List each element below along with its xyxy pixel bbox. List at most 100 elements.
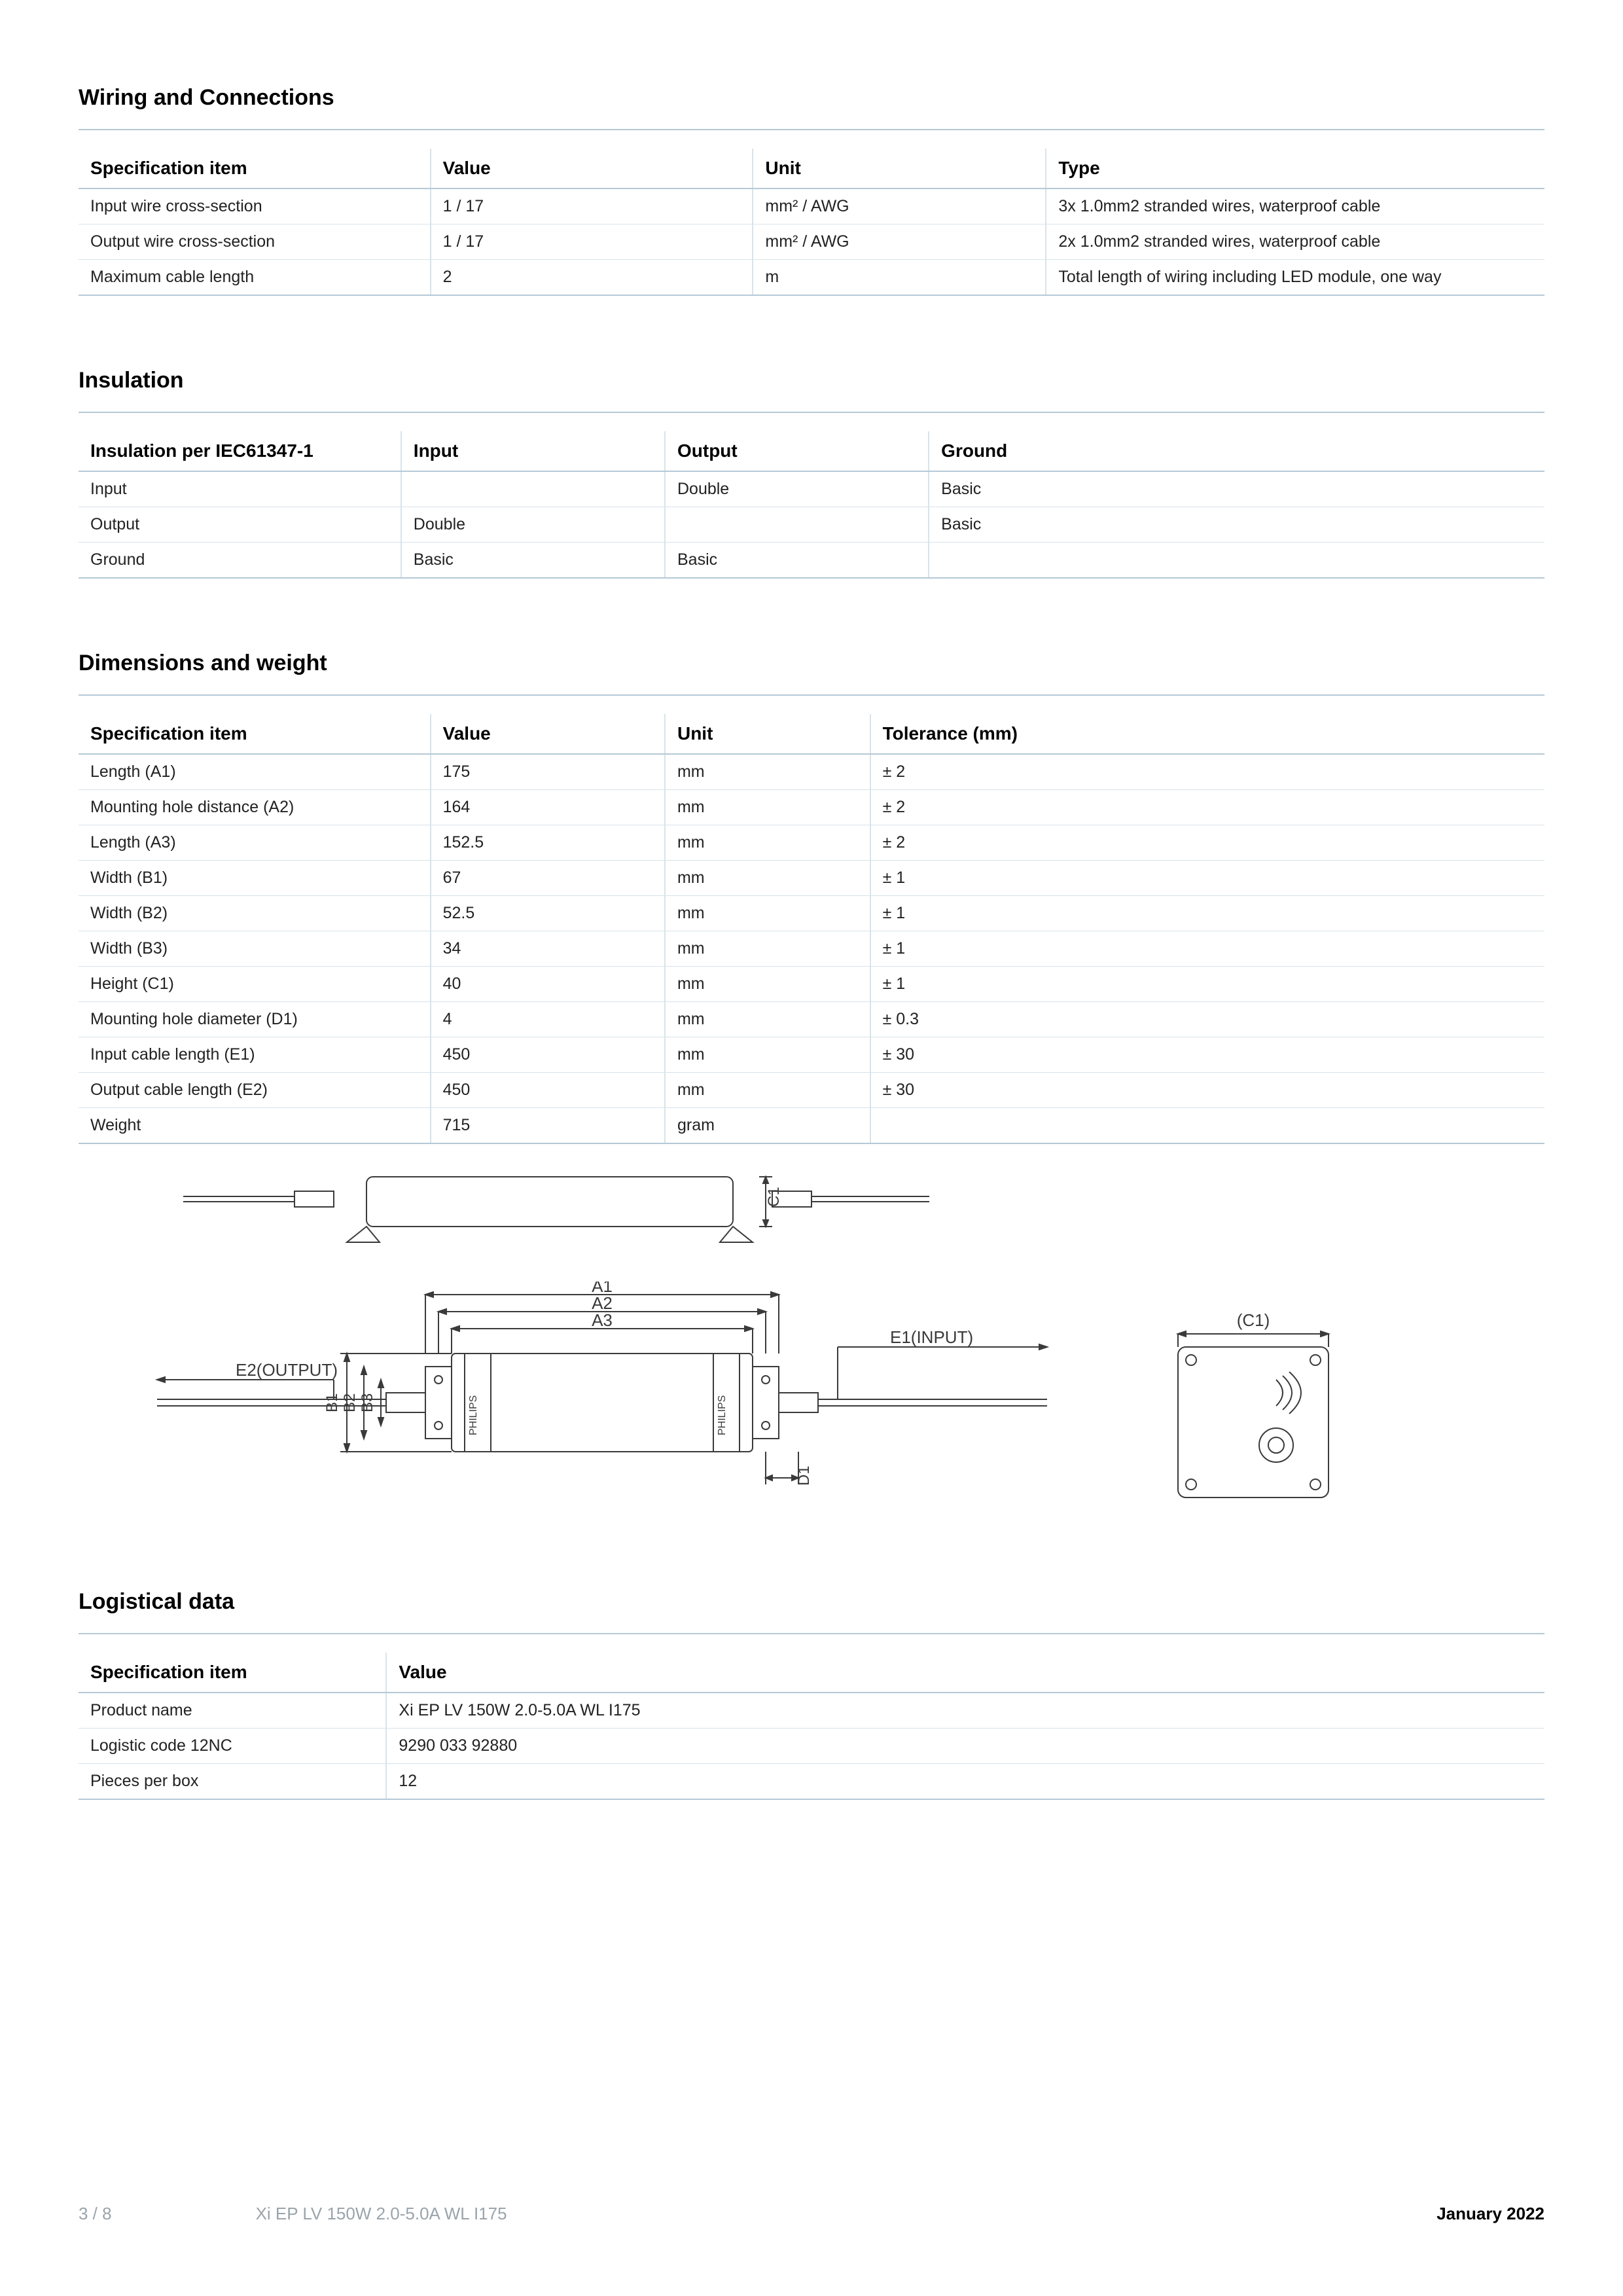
table-cell: 450 xyxy=(431,1073,665,1108)
table-header: Ground xyxy=(929,431,1544,471)
table-cell: mm xyxy=(665,1037,870,1073)
table-header: Insulation per IEC61347-1 xyxy=(79,431,401,471)
table-cell: Pieces per box xyxy=(79,1764,386,1800)
table-row: Mounting hole distance (A2)164mm± 2 xyxy=(79,790,1544,825)
section-rule xyxy=(79,1633,1544,1634)
table-cell: Weight xyxy=(79,1108,431,1144)
label-d1: D1 xyxy=(795,1465,813,1486)
table-cell: 1 / 17 xyxy=(431,224,753,260)
table-cell: gram xyxy=(665,1108,870,1144)
table-cell: mm² / AWG xyxy=(753,224,1046,260)
section-title-insulation: Insulation xyxy=(79,368,1544,393)
table-row: Width (B1)67mm± 1 xyxy=(79,861,1544,896)
table-row: Logistic code 12NC9290 033 92880 xyxy=(79,1729,1544,1764)
page-footer: 3 / 8 Xi EP LV 150W 2.0-5.0A WL I175 Jan… xyxy=(79,2204,1544,2224)
table-cell: Width (B2) xyxy=(79,896,431,931)
table-cell: Total length of wiring including LED mod… xyxy=(1046,260,1544,296)
table-row: Maximum cable length2mTotal length of wi… xyxy=(79,260,1544,296)
table-row: GroundBasicBasic xyxy=(79,543,1544,579)
label-b2: B2 xyxy=(341,1393,359,1412)
table-header: Unit xyxy=(753,149,1046,188)
table-header: Input xyxy=(401,431,665,471)
table-header: Value xyxy=(386,1653,1544,1693)
table-cell: mm xyxy=(665,861,870,896)
table-cell: Ground xyxy=(79,543,401,579)
footer-date: January 2022 xyxy=(1436,2204,1544,2224)
table-cell: Product name xyxy=(79,1693,386,1729)
table-cell: 152.5 xyxy=(431,825,665,861)
table-cell: 2 xyxy=(431,260,753,296)
table-cell: 52.5 xyxy=(431,896,665,931)
table-cell: 450 xyxy=(431,1037,665,1073)
table-row: Product nameXi EP LV 150W 2.0-5.0A WL I1… xyxy=(79,1693,1544,1729)
footer-product: Xi EP LV 150W 2.0-5.0A WL I175 xyxy=(256,2204,507,2224)
table-cell: 715 xyxy=(431,1108,665,1144)
table-cell: ± 1 xyxy=(870,896,1544,931)
insulation-table: Insulation per IEC61347-1InputOutputGrou… xyxy=(79,431,1544,579)
table-row: Output cable length (E2)450mm± 30 xyxy=(79,1073,1544,1108)
table-cell: 1 / 17 xyxy=(431,188,753,224)
table-cell: mm xyxy=(665,967,870,1002)
table-cell: mm xyxy=(665,896,870,931)
table-cell: ± 30 xyxy=(870,1073,1544,1108)
table-cell xyxy=(665,507,929,543)
table-row: Width (B2)52.5mm± 1 xyxy=(79,896,1544,931)
table-cell: 2x 1.0mm2 stranded wires, waterproof cab… xyxy=(1046,224,1544,260)
brand-text: PHILIPS xyxy=(717,1395,728,1435)
table-cell: Mounting hole distance (A2) xyxy=(79,790,431,825)
top-view-drawing: A1 A2 A3 E2(OUTPUT) E1(INPUT) B1 B2 B3 D… xyxy=(118,1282,1492,1517)
section-rule xyxy=(79,412,1544,413)
table-cell xyxy=(401,471,665,507)
section-title-wiring: Wiring and Connections xyxy=(79,85,1544,111)
table-header: Tolerance (mm) xyxy=(870,714,1544,754)
side-elevation-drawing: C1 xyxy=(170,1151,1021,1255)
label-e2: E2(OUTPUT) xyxy=(236,1360,338,1380)
table-cell: ± 1 xyxy=(870,861,1544,896)
table-cell: Xi EP LV 150W 2.0-5.0A WL I175 xyxy=(386,1693,1544,1729)
table-cell: 9290 033 92880 xyxy=(386,1729,1544,1764)
table-row: Weight715gram xyxy=(79,1108,1544,1144)
table-cell: Mounting hole diameter (D1) xyxy=(79,1002,431,1037)
table-cell: ± 1 xyxy=(870,931,1544,967)
table-row: Input cable length (E1)450mm± 30 xyxy=(79,1037,1544,1073)
table-row: Pieces per box12 xyxy=(79,1764,1544,1800)
table-cell xyxy=(870,1108,1544,1144)
section-rule xyxy=(79,694,1544,696)
table-header: Value xyxy=(431,714,665,754)
table-cell: 164 xyxy=(431,790,665,825)
logistical-table: Specification itemValueProduct nameXi EP… xyxy=(79,1653,1544,1800)
table-header: Output xyxy=(665,431,929,471)
table-cell: Double xyxy=(665,471,929,507)
table-cell: 34 xyxy=(431,931,665,967)
table-cell: Input xyxy=(79,471,401,507)
table-row: Length (A3)152.5mm± 2 xyxy=(79,825,1544,861)
table-cell: mm xyxy=(665,1002,870,1037)
table-cell: mm xyxy=(665,1073,870,1108)
dimension-drawings: C1 xyxy=(79,1151,1544,1517)
table-row: Output wire cross-section1 / 17mm² / AWG… xyxy=(79,224,1544,260)
table-row: Length (A1)175mm± 2 xyxy=(79,754,1544,790)
table-cell: ± 0.3 xyxy=(870,1002,1544,1037)
table-cell: ± 2 xyxy=(870,790,1544,825)
table-cell: 12 xyxy=(386,1764,1544,1800)
table-cell: 40 xyxy=(431,967,665,1002)
table-cell: Basic xyxy=(929,507,1544,543)
table-cell: ± 30 xyxy=(870,1037,1544,1073)
dimensions-table: Specification itemValueUnitTolerance (mm… xyxy=(79,714,1544,1144)
label-b1: B1 xyxy=(323,1393,341,1412)
table-row: OutputDoubleBasic xyxy=(79,507,1544,543)
section-title-dimensions: Dimensions and weight xyxy=(79,651,1544,676)
table-cell: Input cable length (E1) xyxy=(79,1037,431,1073)
table-cell: 4 xyxy=(431,1002,665,1037)
table-cell: Length (A3) xyxy=(79,825,431,861)
table-cell: mm xyxy=(665,825,870,861)
table-cell: Output cable length (E2) xyxy=(79,1073,431,1108)
table-cell: Input wire cross-section xyxy=(79,188,431,224)
table-cell: Output wire cross-section xyxy=(79,224,431,260)
table-header: Specification item xyxy=(79,714,431,754)
label-c1: C1 xyxy=(765,1187,783,1207)
table-cell: mm xyxy=(665,931,870,967)
table-cell: Basic xyxy=(401,543,665,579)
footer-page: 3 / 8 xyxy=(79,2204,112,2224)
table-cell: 3x 1.0mm2 stranded wires, waterproof cab… xyxy=(1046,188,1544,224)
